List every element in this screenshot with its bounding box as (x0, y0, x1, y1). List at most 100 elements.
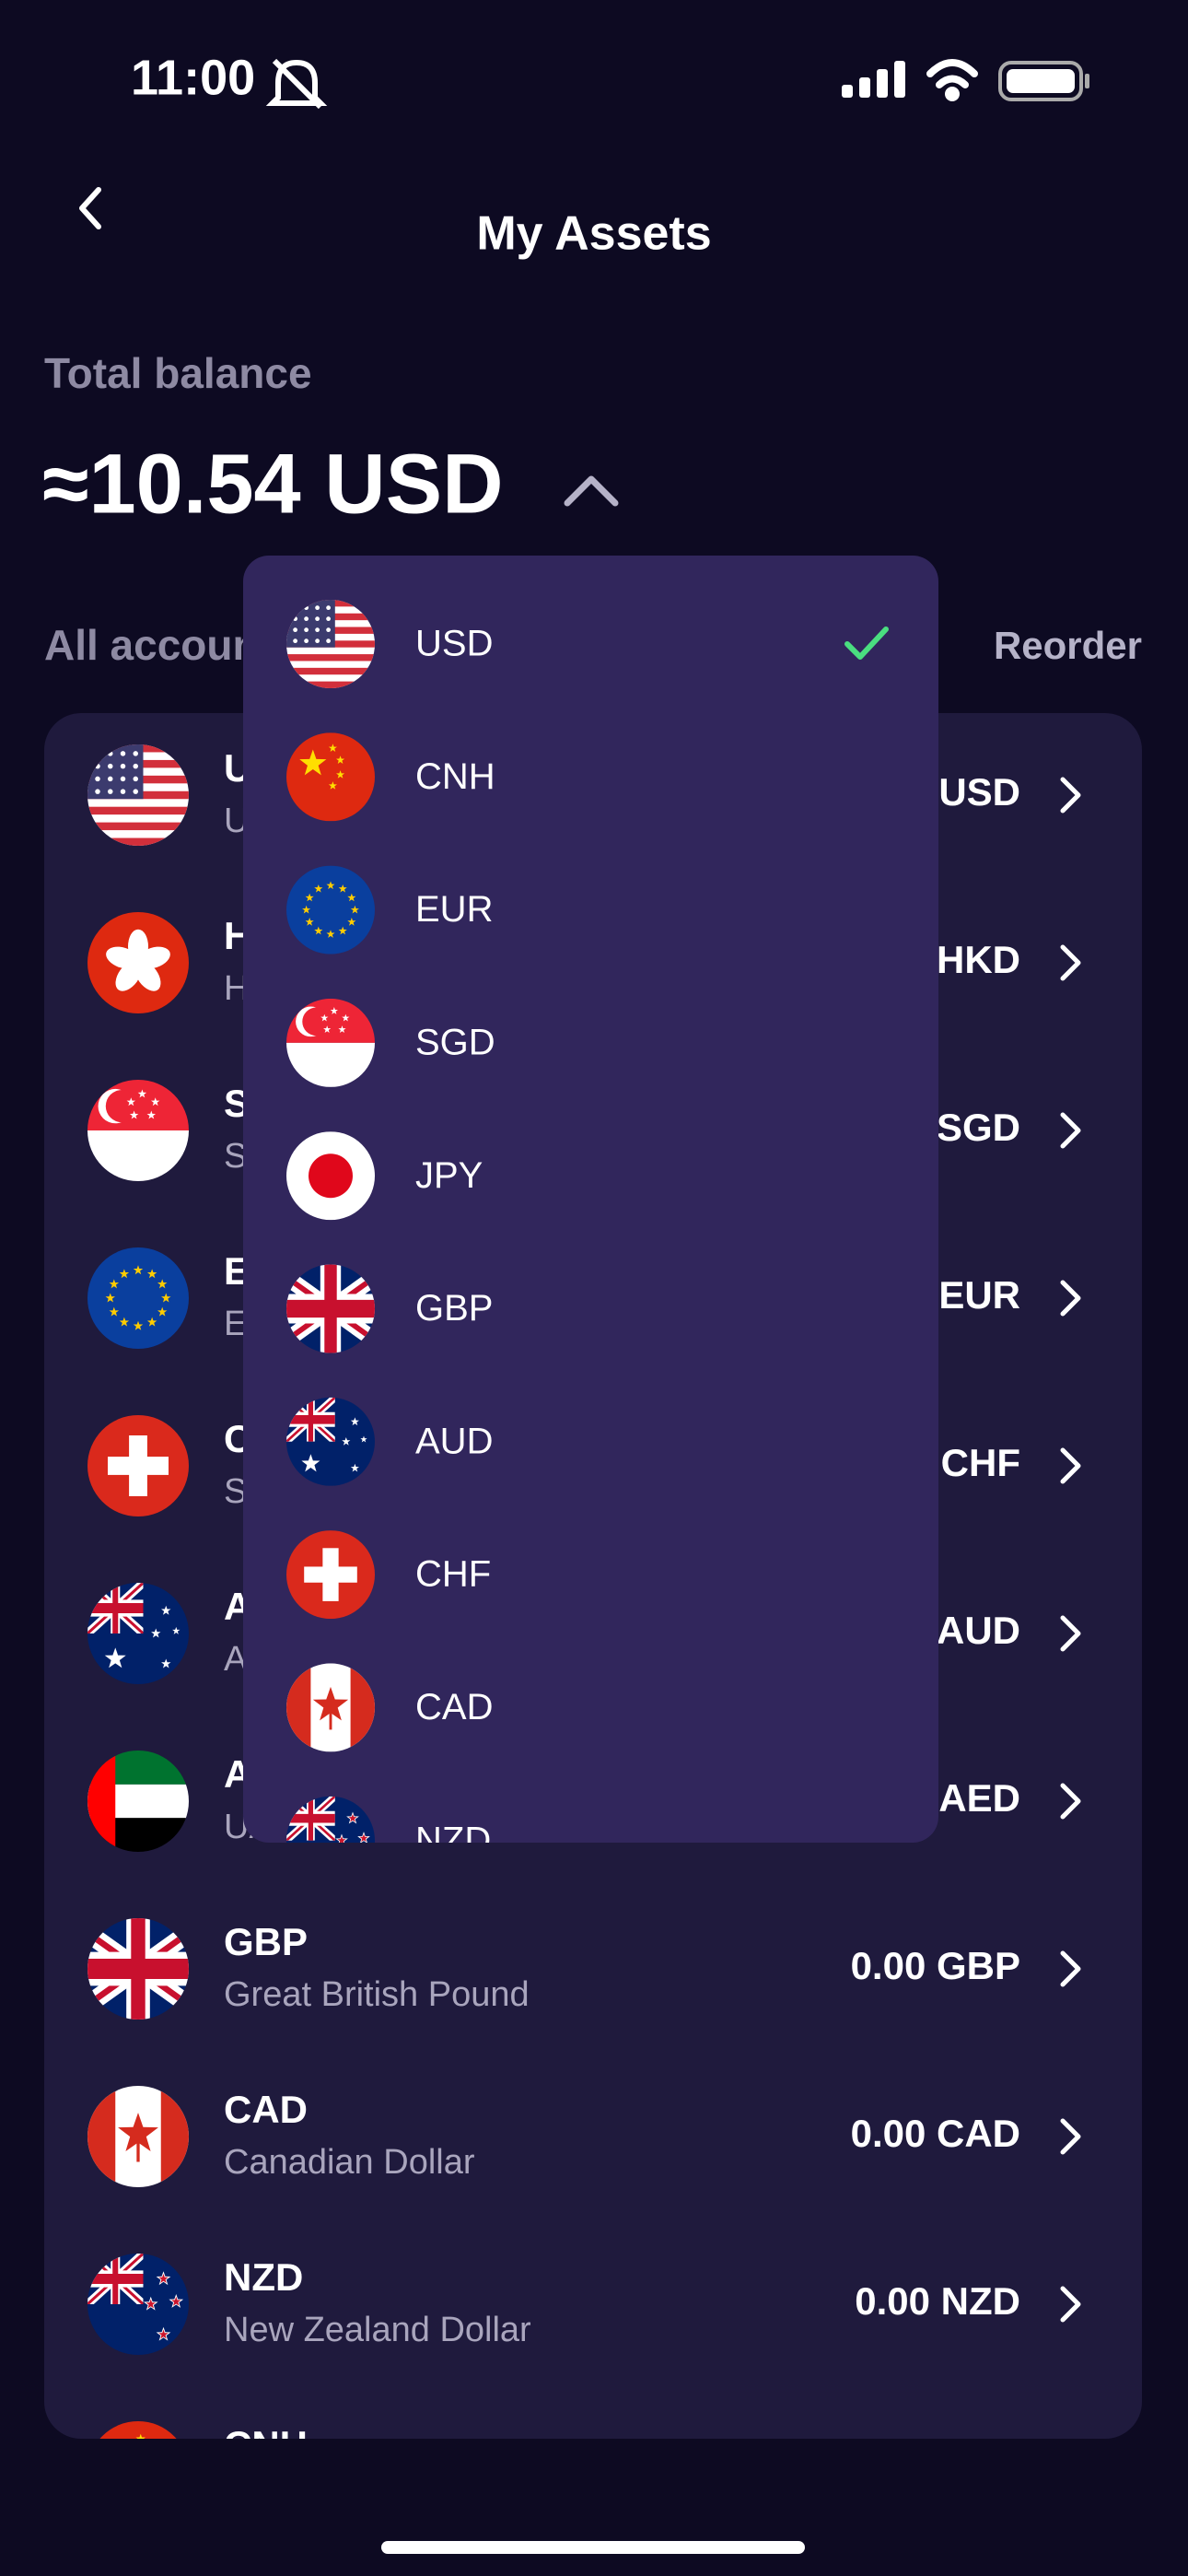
flag-part (87, 2254, 144, 2304)
flag-part (109, 1306, 120, 1317)
chevron (1060, 1447, 1081, 1484)
dropdown-option[interactable]: AUD (286, 1397, 493, 1486)
flag-part (146, 1110, 157, 1119)
page-title: My Assets (476, 207, 711, 261)
currency-dropdown (243, 556, 938, 1843)
flag-part (108, 1457, 169, 1475)
flag (87, 1583, 189, 1684)
chevron (1060, 777, 1081, 814)
flag-part (326, 627, 331, 633)
flag-art (286, 1131, 375, 1221)
flag (286, 998, 375, 1087)
flag (87, 912, 189, 1013)
flag-part (301, 1454, 320, 1472)
flag-part (323, 1025, 332, 1034)
flag-part (87, 837, 189, 846)
currency-code: GBP (224, 1920, 308, 1963)
currency-name: Canadian Dollar (224, 2143, 475, 2182)
flag-part (326, 605, 331, 611)
flag-art (87, 1415, 189, 1516)
dropdown-option[interactable]: CAD (286, 1663, 493, 1752)
currency-code: CAD (224, 2088, 308, 2131)
flag-part (304, 1566, 357, 1583)
flag-part (137, 1089, 147, 1098)
flag-part (106, 946, 140, 969)
flag-part (161, 1658, 171, 1669)
battery-icon (998, 61, 1089, 101)
flag-art (87, 1080, 189, 1181)
reorder-button[interactable]: Reorder (994, 624, 1142, 667)
flag-part (315, 605, 320, 611)
dropdown-option[interactable]: EUR (286, 865, 493, 954)
flag-part (120, 789, 126, 794)
flag-part (120, 751, 126, 756)
flag (286, 1663, 375, 1752)
flag-part (309, 1153, 353, 1199)
collapse-toggle[interactable] (564, 475, 619, 507)
flag-part (350, 905, 359, 914)
flag-part (304, 616, 309, 622)
flag-part (328, 744, 337, 752)
flag-part (119, 1269, 130, 1279)
flag-part (146, 2299, 156, 2309)
wifi-icon (926, 59, 978, 101)
flag-part (286, 1264, 375, 1353)
flag (87, 744, 189, 846)
flag-part (95, 776, 100, 782)
flag-part (135, 2433, 146, 2439)
flag-art (286, 1397, 375, 1486)
dropdown-option[interactable]: USD (286, 600, 889, 688)
flag-part (359, 1833, 368, 1843)
flag (286, 1530, 375, 1620)
option-label: NZD (415, 1820, 491, 1860)
flag-art (87, 1247, 189, 1349)
flag-part (87, 822, 189, 831)
account-row[interactable]: NZD New Zealand Dollar 0.00 NZD (87, 2254, 1081, 2355)
flag-part (304, 638, 309, 644)
flag-part (293, 627, 297, 633)
dropdown-option[interactable]: CHF (286, 1530, 491, 1620)
flag-part (314, 884, 323, 893)
chevron (1060, 1783, 1081, 1820)
flag-part (286, 1796, 335, 1841)
back-button[interactable] (79, 187, 101, 229)
flag-part (299, 749, 327, 776)
flag-art (87, 744, 189, 846)
option-label: CHF (415, 1554, 491, 1595)
dropdown-option[interactable]: CNH (286, 732, 495, 822)
chevron (1060, 944, 1081, 981)
flag-art (286, 1530, 375, 1620)
flag-art (286, 1663, 375, 1752)
flag-part (136, 2141, 140, 2162)
flag (286, 1131, 375, 1221)
option-label: CAD (415, 1687, 493, 1727)
flag-part (330, 1007, 338, 1014)
flag-part (133, 776, 138, 782)
bottom-area (0, 2439, 1188, 2576)
flag-part (150, 1097, 160, 1107)
flag-part (286, 865, 375, 954)
flag-part (105, 1293, 115, 1303)
flag-part (87, 1918, 189, 2020)
account-balance: 0.00 CAD (851, 2112, 1020, 2155)
balance-amount: ≈10.54 USD (42, 437, 504, 531)
flag (87, 1247, 189, 1349)
flag-part (336, 770, 345, 779)
flag-part (338, 1025, 346, 1034)
flag-part (305, 918, 314, 926)
flag-part (115, 960, 142, 991)
flag-part (126, 1097, 136, 1107)
flag-part (312, 1686, 349, 1721)
flag-part (105, 1090, 138, 1123)
flag-part (304, 627, 309, 633)
option-label: SGD (415, 1022, 495, 1062)
account-balance: 0.00 NZD (855, 2279, 1020, 2323)
status-time: 11:00 (131, 50, 255, 105)
flag-part (133, 1320, 144, 1330)
selected-check (844, 626, 889, 660)
flag-part (108, 789, 113, 794)
dropdown-option[interactable]: JPY (286, 1131, 483, 1221)
option-label: GBP (415, 1288, 493, 1329)
option-label: EUR (415, 889, 493, 930)
flag-part (108, 776, 113, 782)
